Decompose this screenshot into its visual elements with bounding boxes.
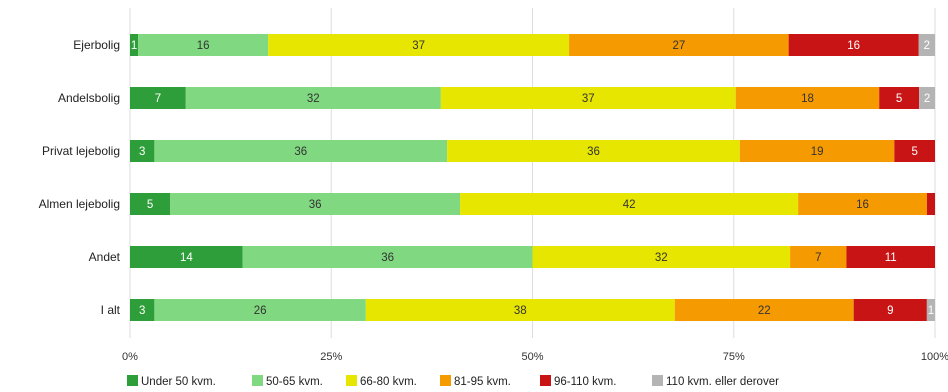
- bar-segment: [185, 87, 441, 109]
- data-label: 26: [254, 305, 267, 317]
- data-label: 3: [139, 146, 145, 158]
- category-label: Andelsbolig: [58, 91, 120, 105]
- legend-swatch: [652, 375, 663, 386]
- data-label: 32: [655, 252, 668, 264]
- data-label: 5: [911, 146, 917, 158]
- data-label: 37: [582, 93, 595, 105]
- x-tick-label: 100%: [921, 351, 948, 363]
- bar-segment: [130, 193, 171, 215]
- gridlines: [129, 8, 936, 338]
- legend: Under 50 kvm. 50-65 kvm. 66-80 kvm. 81-95 k…: [127, 375, 779, 388]
- data-label: 7: [155, 93, 161, 105]
- bar-segment: [798, 193, 927, 215]
- bar-segment: [919, 87, 935, 109]
- data-label: 2: [924, 40, 930, 52]
- bar-segment: [440, 87, 736, 109]
- x-tick-label: 75%: [723, 351, 745, 363]
- data-label: 5: [896, 93, 902, 105]
- data-label: 32: [307, 93, 320, 105]
- data-label: 22: [758, 305, 771, 317]
- bar-segment: [268, 34, 570, 56]
- data-label: 16: [197, 40, 210, 52]
- data-label: 2: [924, 93, 930, 105]
- bar-segment: [853, 299, 927, 321]
- data-label: 36: [294, 146, 307, 158]
- bar-segment: [735, 87, 880, 109]
- bar-segment: [138, 34, 269, 56]
- bar-segment: [154, 299, 366, 321]
- bar-segment: [130, 299, 155, 321]
- data-label: 5: [147, 199, 153, 211]
- bar-segment: [926, 193, 935, 215]
- bar-segment: [242, 246, 533, 268]
- category-label: Ejerbolig: [73, 38, 120, 52]
- legend-swatch: [127, 375, 138, 386]
- legend-swatch: [540, 375, 551, 386]
- bar-segment: [130, 34, 139, 56]
- data-label: 18: [801, 93, 814, 105]
- x-tick-label: 0%: [122, 351, 138, 363]
- bar-segment: [154, 140, 448, 162]
- data-label: 11: [885, 252, 897, 264]
- bar-segment: [130, 87, 186, 109]
- category-label: Almen lejebolig: [39, 197, 120, 211]
- bar-segment: [447, 140, 740, 162]
- data-label: 16: [856, 199, 869, 211]
- data-label: 19: [811, 146, 824, 158]
- category-label: Andet: [89, 250, 121, 264]
- legend-swatch: [252, 375, 263, 386]
- x-tick-label: 25%: [320, 351, 342, 363]
- bar-segment: [926, 299, 935, 321]
- bar-segment: [130, 246, 243, 268]
- legend-label: Under 50 kvm.: [141, 376, 216, 388]
- x-tick-label: 50%: [521, 351, 543, 363]
- bar-segment: [790, 246, 847, 268]
- bar-segment: [569, 34, 789, 56]
- bar-segment: [918, 34, 935, 56]
- category-label: I alt: [101, 303, 121, 317]
- bar-segment: [846, 246, 935, 268]
- bar-segment: [532, 246, 791, 268]
- data-label: 7: [815, 252, 821, 264]
- legend-swatch: [440, 375, 451, 386]
- bar-segment: [130, 140, 155, 162]
- bar-segment: [460, 193, 799, 215]
- bar-segment: [788, 34, 919, 56]
- legend-label: 50-65 kvm.: [266, 376, 323, 388]
- bar-segment: [674, 299, 854, 321]
- data-label: 1: [131, 40, 137, 52]
- bar-segment: [170, 193, 461, 215]
- bar-segment: [365, 299, 675, 321]
- legend-swatch: [346, 375, 357, 386]
- data-label: 16: [847, 40, 860, 52]
- legend-label: 66-80 kvm.: [360, 376, 417, 388]
- category-labels: Ejerbolig Andelsbolig Privat lejebolig Alme…: [39, 38, 121, 317]
- data-label: 36: [587, 146, 600, 158]
- data-label: 36: [309, 199, 322, 211]
- legend-label: 96-110 kvm.: [554, 376, 616, 388]
- data-label: 37: [412, 40, 425, 52]
- bar-segment: [739, 140, 895, 162]
- data-label: 38: [514, 305, 527, 317]
- data-label: 36: [381, 252, 394, 264]
- data-label: 9: [887, 305, 893, 317]
- legend-label: 110 kvm. eller derover: [666, 376, 779, 388]
- bar-segment: [879, 87, 920, 109]
- data-label: 42: [623, 199, 636, 211]
- data-label: 27: [672, 40, 685, 52]
- data-label: 1: [928, 305, 934, 317]
- data-label: 14: [180, 252, 193, 264]
- data-label: 3: [139, 305, 145, 317]
- x-axis-ticks: 0% 25% 50% 75% 100%: [122, 351, 948, 363]
- legend-label: 81-95 kvm.: [454, 376, 511, 388]
- category-label: Privat lejebolig: [42, 144, 120, 158]
- bar-segment: [894, 140, 935, 162]
